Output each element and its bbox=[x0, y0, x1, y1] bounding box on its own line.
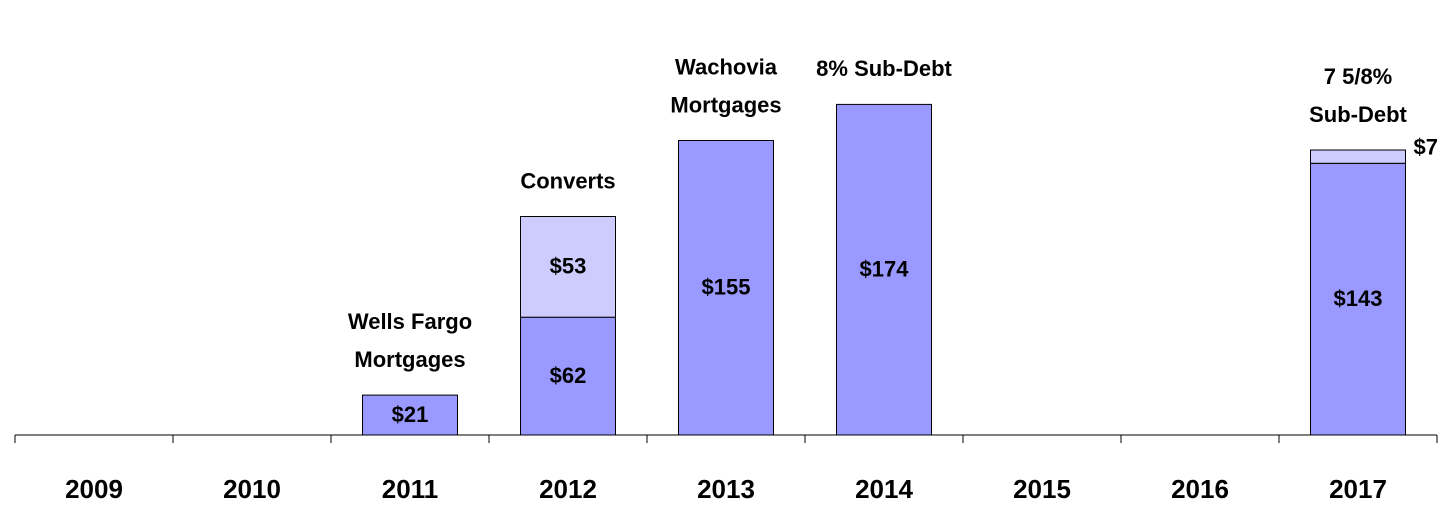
x-tick-label: 2012 bbox=[539, 474, 597, 504]
annotation: Wells Fargo bbox=[348, 309, 472, 334]
bar-segment bbox=[520, 216, 616, 318]
x-tick-label: 2014 bbox=[855, 474, 913, 504]
value-label: $53 bbox=[550, 254, 587, 279]
bar-segment bbox=[520, 316, 616, 436]
value-label: $155 bbox=[702, 275, 751, 300]
bar-segment bbox=[1310, 149, 1406, 164]
value-label: $7 bbox=[1414, 134, 1438, 159]
bar-segment bbox=[1310, 162, 1406, 436]
value-label: $174 bbox=[860, 257, 910, 282]
x-tick-label: 2013 bbox=[697, 474, 755, 504]
value-label: $21 bbox=[392, 402, 429, 427]
annotation: Wachovia bbox=[675, 54, 778, 79]
x-tick-label: 2015 bbox=[1013, 474, 1071, 504]
annotation: 8% Sub-Debt bbox=[816, 56, 952, 81]
x-tick-label: 2017 bbox=[1329, 474, 1387, 504]
bar-segment bbox=[362, 394, 458, 436]
value-label: $62 bbox=[550, 363, 587, 388]
annotation: Sub-Debt bbox=[1309, 102, 1407, 127]
annotation: Mortgages bbox=[354, 347, 465, 372]
x-tick-label: 2016 bbox=[1171, 474, 1229, 504]
bar-segment bbox=[836, 103, 932, 436]
annotation: Converts bbox=[520, 168, 615, 193]
bar-segment bbox=[678, 140, 774, 436]
annotation: 7 5/8% bbox=[1324, 64, 1393, 89]
annotation: Mortgages bbox=[670, 92, 781, 117]
x-tick-label: 2011 bbox=[382, 474, 438, 504]
value-label: $143 bbox=[1334, 286, 1383, 311]
x-tick-label: 2009 bbox=[65, 474, 123, 504]
x-tick-label: 2010 bbox=[223, 474, 281, 504]
